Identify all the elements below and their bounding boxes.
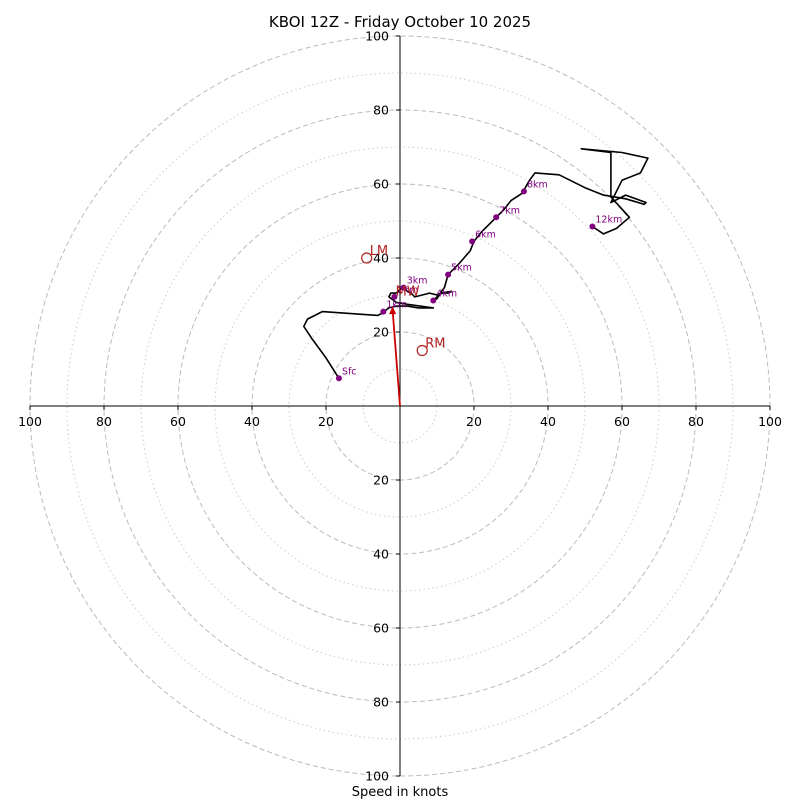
y-tick-label: 60: [373, 621, 389, 636]
chart-title: KBOI 12Z - Friday October 10 2025: [269, 13, 531, 31]
height-marker-12km: [589, 223, 596, 230]
x-tick-label: 40: [540, 414, 556, 429]
height-marker-8km: [520, 188, 527, 195]
motion-marker-rm: [416, 344, 428, 357]
motion-label-mw: MW: [396, 285, 420, 300]
x-tick-label: 20: [466, 414, 482, 429]
motion-label-rm: RM: [425, 337, 445, 352]
height-label-sfc: Sfc: [342, 366, 357, 377]
y-tick-label: 20: [373, 325, 389, 340]
height-marker-2km: [391, 293, 398, 300]
x-tick-label: 60: [170, 414, 186, 429]
height-marker-3km: [400, 284, 407, 291]
y-tick-label: 100: [365, 769, 389, 784]
y-tick-label: 20: [373, 473, 389, 488]
x-tick-label: 80: [96, 414, 112, 429]
height-marker-sfc: [335, 375, 342, 382]
hodograph-trace-group: [302, 148, 649, 379]
height-label-4km: 4km: [436, 289, 457, 300]
motion-label-lm: LM: [370, 244, 388, 259]
height-label-8km: 8km: [527, 179, 548, 190]
height-label-12km: 12km: [595, 215, 622, 226]
height-label-2km: 2km: [397, 285, 418, 296]
height-marker-5km: [445, 271, 452, 278]
y-tick-label: 100: [365, 29, 389, 44]
height-label-6km: 6km: [475, 229, 496, 240]
height-label-3km: 3km: [407, 276, 428, 287]
x-tick-label: 80: [688, 414, 704, 429]
height-label-7km: 7km: [499, 205, 520, 216]
height-marker-7km: [493, 214, 500, 221]
y-tick-label: 60: [373, 177, 389, 192]
tick-labels: 100 80 60 40 20 20 40 60 80 100 100 80 60 40 20 20 40 60 8…: [18, 29, 782, 784]
y-tick-label: 40: [373, 547, 389, 562]
x-axis-label: Speed in knots: [352, 785, 449, 800]
height-label-5km: 5km: [451, 263, 472, 274]
height-marker-6km: [469, 238, 476, 245]
height-marker-1km: [380, 308, 387, 315]
x-tick-label: 60: [614, 414, 630, 429]
y-tick-label: 80: [373, 103, 389, 118]
x-tick-label: 100: [18, 414, 42, 429]
x-tick-label: 40: [244, 414, 260, 429]
x-tick-label: 100: [758, 414, 782, 429]
y-tick-label: 40: [373, 251, 389, 266]
x-tick-label: 20: [318, 414, 334, 429]
mean-wind-arrowhead: [389, 306, 397, 315]
height-marker-4km: [430, 297, 437, 304]
motion-marker-lm: [361, 252, 373, 264]
storm-motion-markers: LM RM MW: [361, 244, 445, 407]
hodograph-trace: [302, 148, 649, 379]
height-label-1km: 1km: [386, 300, 407, 311]
mean-wind-vector: [391, 310, 401, 407]
y-tick-label: 80: [373, 695, 389, 710]
